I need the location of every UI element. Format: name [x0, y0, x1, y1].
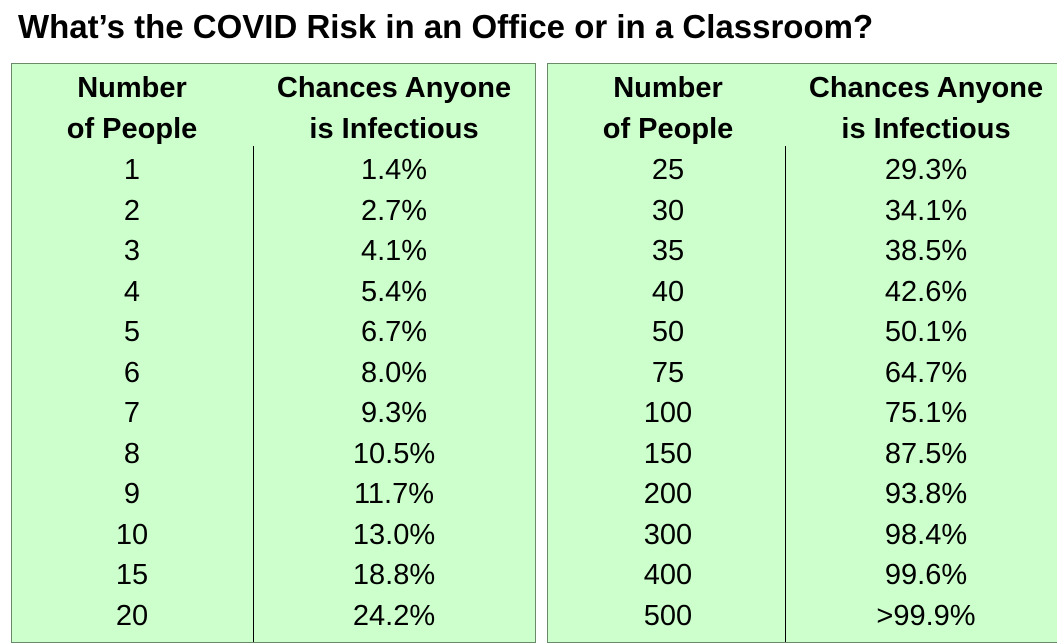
cell-chance-infectious: 5.4%	[360, 275, 428, 308]
cell-number-of-people: 30	[651, 194, 685, 227]
cell-number-of-people: 75	[651, 356, 685, 389]
cell-chance-infectious: 42.6%	[884, 275, 968, 308]
column-header-number-of-people: Number of People	[578, 68, 758, 150]
table-body-right: 25 29.3% 30 34.1% 35 38.5% 40 42.6% 50 50.1% 75 64.…	[548, 150, 1057, 636]
cell-chance-infectious: 98.4%	[884, 518, 968, 551]
cell-chance-infectious: 34.1%	[884, 194, 968, 227]
cell-number-of-people: 150	[643, 437, 693, 470]
table-row: 2 2.7%	[12, 191, 535, 232]
table-row: 3 4.1%	[12, 231, 535, 272]
cell-number-of-people: 15	[115, 559, 149, 591]
cell-number-of-people: 50	[651, 316, 685, 348]
cell-number-of-people: 500	[643, 599, 693, 632]
table-row: 400 99.6%	[548, 555, 1057, 596]
cell-chance-infectious: 11.7%	[353, 478, 435, 510]
cell-chance-infectious: 93.8%	[884, 478, 968, 510]
table-row: 40 42.6%	[548, 272, 1057, 313]
column-header-line: is Infectious	[309, 113, 479, 145]
cell-number-of-people: 40	[651, 275, 685, 308]
cell-chance-infectious: 50.1%	[884, 316, 968, 348]
cell-number-of-people: 35	[651, 235, 685, 267]
table-row: 150 87.5%	[548, 434, 1057, 475]
cell-number-of-people: 25	[651, 154, 685, 186]
table-row: 200 93.8%	[548, 474, 1057, 515]
cell-number-of-people: 5	[123, 316, 141, 348]
table-row: 20 24.2%	[12, 596, 535, 637]
table-row: 75 64.7%	[548, 353, 1057, 394]
column-header-chances-infectious: Chances Anyone is Infectious	[791, 68, 1057, 150]
cell-chance-infectious: 8.0%	[360, 356, 428, 389]
cell-chance-infectious: 64.7%	[884, 356, 968, 389]
column-header-line: is Infectious	[841, 113, 1011, 145]
cell-number-of-people: 7	[123, 397, 141, 429]
cell-number-of-people: 20	[115, 599, 149, 632]
cell-number-of-people: 9	[123, 478, 141, 510]
cell-number-of-people: 10	[115, 518, 149, 551]
column-header-line: Chances Anyone	[808, 72, 1044, 104]
page-title: What’s the COVID Risk in an Office or in…	[18, 8, 874, 45]
cell-number-of-people: 4	[123, 275, 141, 308]
table-row: 7 9.3%	[12, 393, 535, 434]
cell-number-of-people: 400	[643, 559, 693, 591]
cell-chance-infectious: 1.4%	[360, 154, 428, 186]
cell-chance-infectious: 9.3%	[360, 397, 428, 429]
cell-chance-infectious: 38.5%	[884, 235, 968, 267]
column-header-line: Chances Anyone	[276, 72, 512, 104]
table-row: 10 13.0%	[12, 515, 535, 556]
table-row: 9 11.7%	[12, 474, 535, 515]
cell-number-of-people: 300	[643, 518, 693, 551]
cell-chance-infectious: 87.5%	[884, 437, 968, 470]
table-row: 25 29.3%	[548, 150, 1057, 191]
cell-chance-infectious: 29.3%	[884, 154, 968, 186]
cell-number-of-people: 200	[643, 478, 693, 510]
table-row: 500 >99.9%	[548, 596, 1057, 637]
cell-chance-infectious: 10.5%	[352, 437, 436, 470]
column-header-number-of-people: Number of People	[42, 68, 222, 150]
column-header-line: of People	[602, 113, 734, 145]
cell-chance-infectious: >99.9%	[876, 599, 976, 632]
table-row: 8 10.5%	[12, 434, 535, 475]
table-row: 30 34.1%	[548, 191, 1057, 232]
table-panel-left: Number of People Chances Anyone is Infec…	[11, 63, 536, 643]
table-row: 4 5.4%	[12, 272, 535, 313]
cell-chance-infectious: 18.8%	[352, 559, 436, 591]
column-header-chances-infectious: Chances Anyone is Infectious	[259, 68, 529, 150]
table-row: 5 6.7%	[12, 312, 535, 353]
table-row: 6 8.0%	[12, 353, 535, 394]
table-row: 15 18.8%	[12, 555, 535, 596]
cell-chance-infectious: 24.2%	[352, 599, 436, 632]
cell-chance-infectious: 13.0%	[352, 518, 436, 551]
cell-number-of-people: 3	[123, 235, 141, 267]
column-divider	[785, 146, 786, 642]
column-header-line: Number	[77, 72, 187, 104]
cell-number-of-people: 1	[123, 154, 141, 186]
cell-number-of-people: 8	[123, 437, 141, 470]
cell-chance-infectious: 4.1%	[360, 235, 428, 267]
table-row: 1 1.4%	[12, 150, 535, 191]
cell-chance-infectious: 75.1%	[884, 397, 968, 429]
cell-number-of-people: 100	[643, 397, 693, 429]
column-header-line: Number	[613, 72, 723, 104]
cell-chance-infectious: 2.7%	[360, 194, 428, 227]
table-row: 50 50.1%	[548, 312, 1057, 353]
cell-number-of-people: 6	[123, 356, 141, 389]
column-header-line: of People	[66, 113, 198, 145]
cell-number-of-people: 2	[123, 194, 141, 227]
table-row: 100 75.1%	[548, 393, 1057, 434]
cell-chance-infectious: 99.6%	[884, 559, 968, 591]
table-body-left: 1 1.4% 2 2.7% 3 4.1% 4 5.4% 5 6.7% 6 8.0% 7 9.3% 8 10.5…	[12, 150, 535, 636]
table-panel-right: Number of People Chances Anyone is Infec…	[547, 63, 1057, 643]
column-divider	[253, 146, 254, 642]
cell-chance-infectious: 6.7%	[360, 316, 428, 348]
table-row: 35 38.5%	[548, 231, 1057, 272]
table-row: 300 98.4%	[548, 515, 1057, 556]
